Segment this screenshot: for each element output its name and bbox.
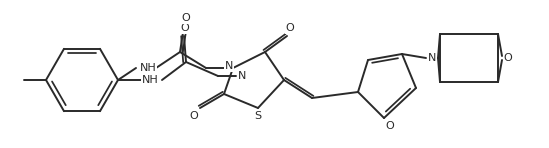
Text: O: O	[285, 23, 294, 33]
Text: S: S	[254, 111, 261, 121]
Text: NH: NH	[142, 75, 158, 85]
Text: NH: NH	[139, 63, 156, 73]
Text: O: O	[503, 53, 512, 63]
Text: N: N	[225, 61, 233, 71]
Text: O: O	[189, 111, 198, 121]
Text: N: N	[428, 53, 436, 63]
Text: N: N	[238, 71, 246, 81]
Text: O: O	[182, 13, 191, 23]
Text: O: O	[181, 23, 189, 33]
Text: O: O	[385, 121, 394, 131]
